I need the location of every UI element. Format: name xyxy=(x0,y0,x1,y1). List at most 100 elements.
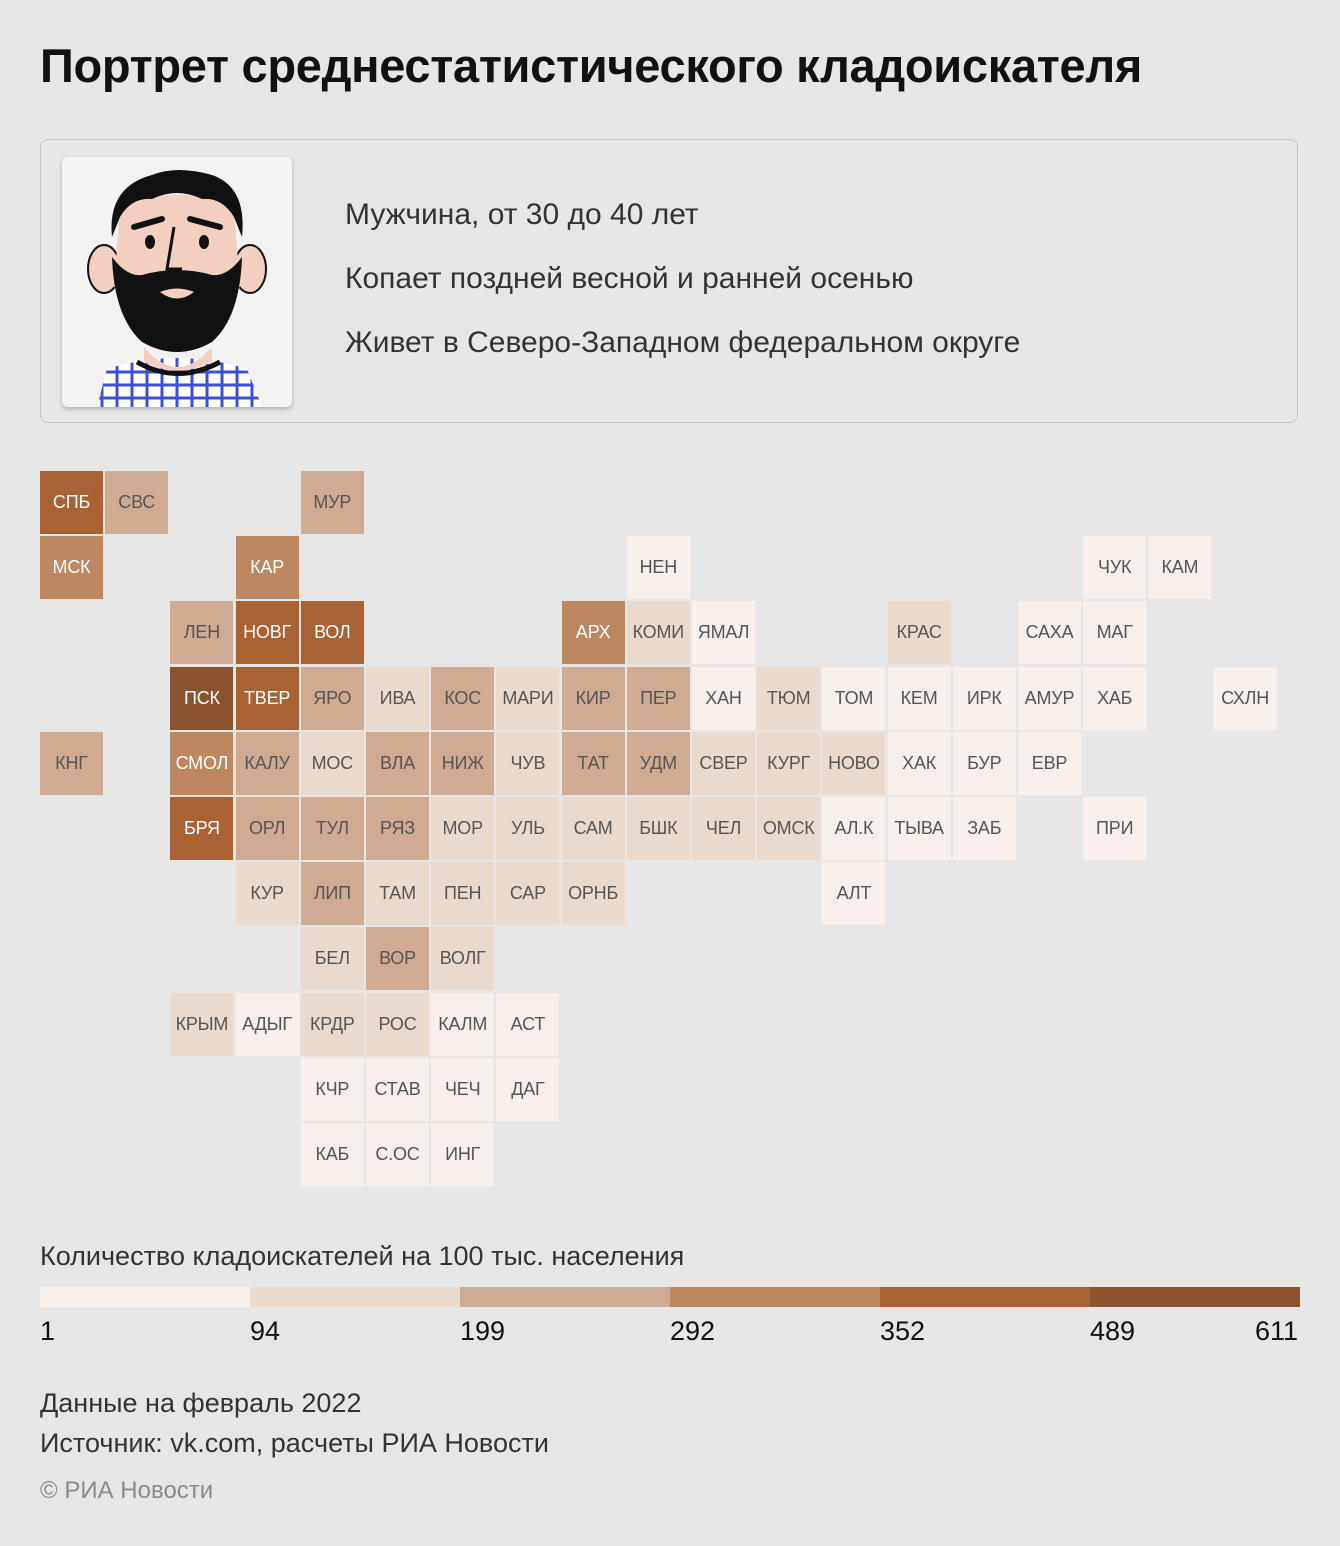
region-tile: ПЕН xyxy=(431,862,495,926)
region-tile: ЧЕЛ xyxy=(692,797,755,860)
region-tile: ТАМ xyxy=(366,862,429,926)
profile-fact-region: Живет в Северо-Западном федеральном окру… xyxy=(345,326,1021,359)
region-tile: ХАН xyxy=(692,666,755,730)
region-tile: ИВА xyxy=(366,666,429,730)
region-tile: МОС xyxy=(300,731,364,795)
region-tile: АСТ xyxy=(496,992,560,1056)
copyright: © РИА Новости xyxy=(40,1477,214,1504)
legend-swatch xyxy=(460,1287,670,1307)
region-tile: ВОР xyxy=(366,927,429,991)
legend-swatch xyxy=(880,1287,1090,1307)
region-tile: САХА xyxy=(1018,601,1081,665)
region-tile: МУР xyxy=(300,471,364,534)
profile-facts: Мужчина, от 30 до 40 лет Копает поздней … xyxy=(345,198,1020,390)
region-tile: РЯЗ xyxy=(366,797,429,860)
region-tile: СВЕР xyxy=(692,731,755,795)
region-tile: СПБ xyxy=(40,471,103,534)
region-tile: ПРИ xyxy=(1083,797,1147,860)
region-tile: СВС xyxy=(105,471,169,534)
region-tile: САР xyxy=(496,862,560,926)
region-tile: УДМ xyxy=(626,731,690,795)
legend-swatch xyxy=(1090,1287,1300,1307)
region-tile: МСК xyxy=(40,536,103,600)
region-tile: ХАК xyxy=(887,731,951,795)
legend-tick-label: 292 xyxy=(670,1316,716,1346)
region-tile: ТАТ xyxy=(561,731,625,795)
region-tile: КРАС xyxy=(887,601,951,665)
region-tile: КУРГ xyxy=(757,731,821,795)
region-tile: ТОМ xyxy=(822,666,886,730)
region-tile: ТВЕР xyxy=(235,666,299,730)
region-tile: ДАГ xyxy=(496,1057,560,1121)
region-tile: КОС xyxy=(431,666,495,730)
legend-tick-label: 352 xyxy=(880,1316,926,1346)
region-tile: УЛЬ xyxy=(496,797,560,860)
region-tile: АЛ.К xyxy=(822,797,886,860)
region-tile: КАР xyxy=(235,536,299,600)
region-tile: НИЖ xyxy=(431,731,495,795)
legend-swatch xyxy=(670,1287,880,1307)
region-tile: РОС xyxy=(366,992,429,1056)
legend-swatch xyxy=(40,1287,250,1307)
region-tile: ВОЛ xyxy=(300,601,364,665)
region-tile: ЧУК xyxy=(1083,536,1147,600)
region-tile: КРЫМ xyxy=(170,992,234,1056)
region-tile: ВЛА xyxy=(366,731,429,795)
region-tile: КРДР xyxy=(300,992,364,1056)
region-tile: СМОЛ xyxy=(170,731,234,795)
region-tile: ПЕР xyxy=(626,666,690,730)
region-tile: ИНГ xyxy=(431,1123,495,1186)
region-tile: ЯРО xyxy=(300,666,364,730)
region-tile: ТЫВА xyxy=(887,797,951,860)
source-note: Источник: vk.com, расчеты РИА Новости xyxy=(40,1428,549,1458)
region-tile: ИРК xyxy=(952,666,1016,730)
avatar xyxy=(62,157,292,407)
legend-tick-label: 611 xyxy=(1254,1316,1298,1346)
region-tile: КАЛУ xyxy=(235,731,299,795)
region-tile: СТАВ xyxy=(366,1057,429,1121)
legend-tick-label: 94 xyxy=(250,1316,281,1346)
region-tile: БРЯ xyxy=(170,797,234,860)
region-tile: ВОЛГ xyxy=(431,927,495,991)
region-tile: КЧР xyxy=(300,1057,364,1121)
region-tile: МАРИ xyxy=(496,666,560,730)
region-tile: СХЛН xyxy=(1213,666,1277,730)
region-tile: ЗАБ xyxy=(952,797,1016,860)
profile-fact-season: Копает поздней весной и ранней осенью xyxy=(345,262,914,295)
region-tile: МОР xyxy=(431,797,495,860)
region-tile: МАГ xyxy=(1083,601,1147,665)
region-tile: ТУЛ xyxy=(300,797,364,860)
region-tile: НОВО xyxy=(822,731,886,795)
region-tile: КОМИ xyxy=(626,601,690,665)
region-tile: АРХ xyxy=(561,601,625,665)
region-tile: АЛТ xyxy=(822,862,886,926)
region-tile: БЕЛ xyxy=(300,927,364,991)
data-date-note: Данные на февраль 2022 xyxy=(40,1388,362,1418)
region-tile: КАМ xyxy=(1148,536,1212,600)
region-tile: КАБ xyxy=(300,1123,364,1186)
region-tile: ПСК xyxy=(170,666,234,730)
region-tile: ЧУВ xyxy=(496,731,560,795)
legend-tick-label: 1 xyxy=(40,1316,56,1346)
region-tile: ОРЛ xyxy=(235,797,299,860)
region-tile: ЧЕЧ xyxy=(431,1057,495,1121)
region-tile: ТЮМ xyxy=(757,666,821,730)
region-tile: КЕМ xyxy=(887,666,951,730)
region-tile: КИР xyxy=(561,666,625,730)
legend-swatch xyxy=(250,1287,460,1307)
region-tile: ОРНБ xyxy=(561,862,625,926)
region-tile: ОМСК xyxy=(757,797,821,860)
profile-card: Мужчина, от 30 до 40 лет Копает поздней … xyxy=(40,139,1298,423)
page-title: Портрет среднестатистического кладоискат… xyxy=(40,39,1143,92)
region-tile: САМ xyxy=(561,797,625,860)
region-tile: НОВГ xyxy=(235,601,299,665)
legend-tick-label: 199 xyxy=(460,1316,506,1346)
region-tile: ЛИП xyxy=(300,862,364,926)
region-tile: ЛЕН xyxy=(170,601,234,665)
legend-color-bar xyxy=(40,1287,1300,1307)
region-tile: БУР xyxy=(952,731,1016,795)
region-tile: БШК xyxy=(626,797,690,860)
region-tile: НЕН xyxy=(626,536,690,600)
region-tile: ХАБ xyxy=(1083,666,1147,730)
